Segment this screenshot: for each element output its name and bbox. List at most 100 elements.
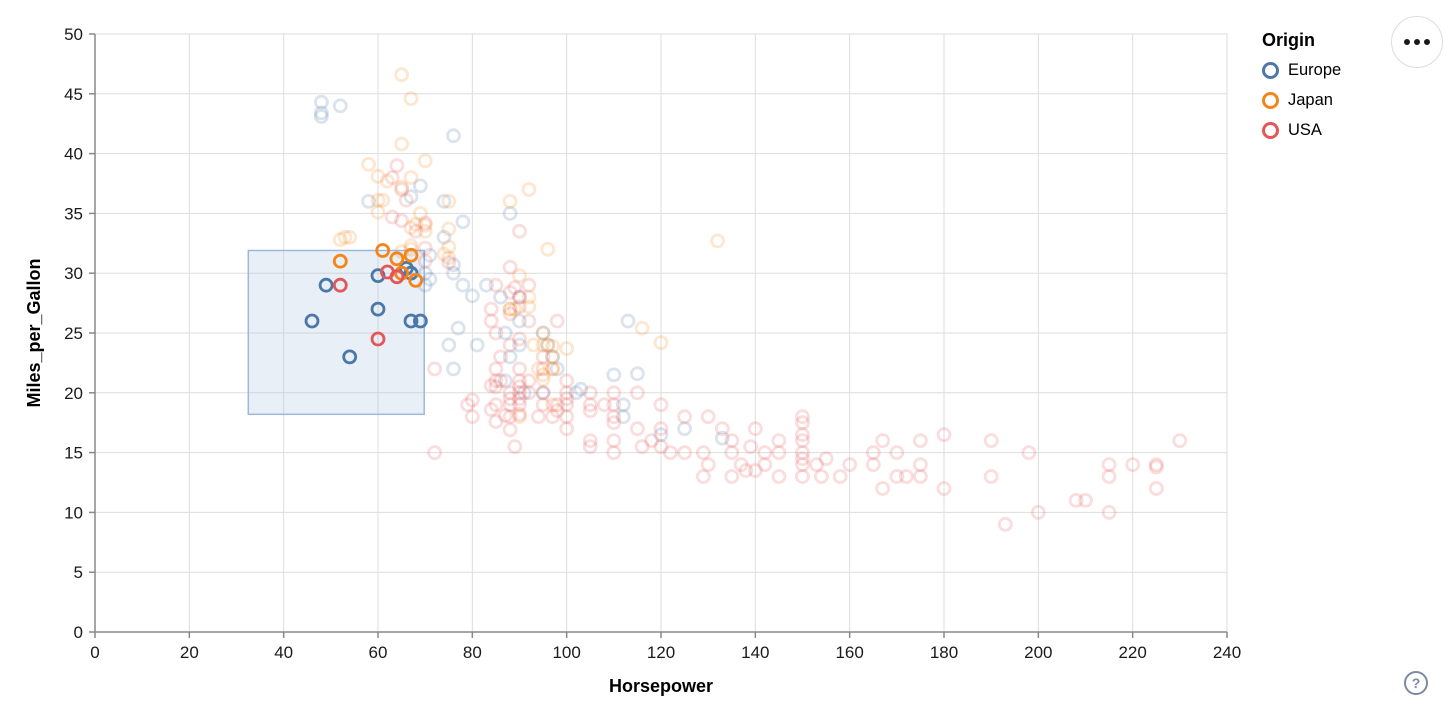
- legend-ring-icon: [1262, 122, 1279, 139]
- data-point-japan: [540, 241, 556, 257]
- svg-text:5: 5: [74, 563, 83, 582]
- data-point-usa: [724, 469, 740, 484]
- data-point-usa: [394, 182, 410, 197]
- data-point-usa: [507, 280, 523, 296]
- data-point-usa: [795, 451, 810, 467]
- data-point-usa: [757, 457, 773, 473]
- data-point-europe: [606, 367, 622, 383]
- data-point-usa: [582, 403, 598, 419]
- data-point-europe: [535, 325, 551, 341]
- svg-text:140: 140: [741, 643, 769, 662]
- data-point-europe: [493, 289, 509, 305]
- data-point-usa: [832, 469, 848, 484]
- selected-data-point-usa: [332, 277, 348, 293]
- data-point-usa: [512, 397, 527, 413]
- data-point-usa: [606, 385, 622, 401]
- ellipsis-icon: [1404, 39, 1430, 45]
- data-point-usa: [644, 433, 659, 449]
- question-mark-icon: ?: [1411, 675, 1421, 691]
- data-point-usa: [559, 385, 575, 401]
- data-point-japan: [403, 91, 419, 106]
- chart-actions-menu-button[interactable]: [1391, 16, 1443, 68]
- data-point-usa: [747, 421, 763, 437]
- data-point-usa: [724, 433, 740, 449]
- data-point-europe: [313, 105, 329, 121]
- data-point-japan: [441, 239, 457, 255]
- data-point-japan: [403, 238, 419, 254]
- data-point-europe: [422, 271, 438, 287]
- data-point-japan: [342, 229, 358, 245]
- data-point-japan: [403, 241, 419, 257]
- data-point-usa: [549, 397, 565, 413]
- data-point-europe: [516, 385, 532, 401]
- data-point-japan: [535, 367, 551, 383]
- data-point-usa: [1021, 445, 1037, 461]
- data-point-europe: [403, 189, 419, 205]
- data-point-europe: [677, 421, 692, 437]
- data-point-usa: [464, 409, 480, 425]
- data-point-usa: [488, 379, 504, 395]
- data-point-usa: [913, 433, 928, 449]
- data-point-japan: [531, 361, 546, 377]
- help-button[interactable]: ?: [1404, 671, 1428, 695]
- data-point-usa: [427, 445, 443, 461]
- data-point-usa: [842, 457, 858, 473]
- data-point-japan: [417, 217, 433, 233]
- data-point-europe: [412, 178, 428, 194]
- data-point-usa: [747, 463, 763, 478]
- data-point-usa: [417, 215, 433, 231]
- data-point-usa: [512, 373, 527, 389]
- data-point-usa: [1078, 492, 1093, 508]
- data-point-usa: [606, 415, 622, 431]
- legend-label: Europe: [1288, 61, 1342, 79]
- data-point-usa: [488, 361, 504, 377]
- data-point-usa: [757, 445, 773, 461]
- brush-selection-rect[interactable]: [247, 249, 425, 416]
- data-point-usa: [502, 259, 518, 275]
- data-point-usa: [512, 289, 527, 305]
- data-point-japan: [559, 341, 575, 356]
- data-point-japan: [394, 136, 410, 152]
- data-point-usa: [809, 457, 824, 473]
- data-point-usa: [898, 469, 914, 484]
- data-point-usa: [559, 373, 575, 389]
- selected-data-point-japan: [375, 243, 391, 258]
- data-point-usa: [559, 397, 575, 413]
- svg-text:0: 0: [90, 643, 99, 662]
- data-point-usa: [677, 445, 692, 461]
- data-point-usa: [913, 469, 928, 484]
- data-point-usa: [1101, 505, 1117, 520]
- data-point-usa: [441, 254, 457, 270]
- data-point-europe: [313, 94, 329, 110]
- data-point-usa: [549, 313, 565, 329]
- data-point-usa: [582, 433, 598, 449]
- y-axis: 0 5 10 15 20 25 30 35 40 45 50 Miles_per_Gallon: [24, 25, 96, 642]
- data-point-usa: [738, 463, 754, 478]
- data-point-usa: [582, 397, 598, 413]
- selected-data-point-europe: [412, 313, 428, 329]
- data-point-usa: [483, 402, 499, 417]
- y-axis-title: Miles_per_Gallon: [24, 258, 44, 407]
- data-point-usa: [483, 313, 499, 329]
- data-point-japan: [332, 232, 348, 248]
- svg-text:200: 200: [1024, 643, 1052, 662]
- data-point-usa: [653, 421, 669, 437]
- data-point-europe: [436, 229, 452, 245]
- svg-text:40: 40: [64, 145, 83, 164]
- selected-data-point-japan: [389, 251, 405, 267]
- data-point-usa: [483, 378, 499, 394]
- svg-text:60: 60: [369, 643, 388, 662]
- data-point-europe: [545, 349, 560, 365]
- data-point-japan: [403, 170, 419, 185]
- data-point-japan: [412, 205, 428, 221]
- data-point-usa: [700, 409, 716, 425]
- data-point-usa: [502, 409, 518, 425]
- data-point-japan: [540, 337, 556, 353]
- data-point-europe: [446, 265, 461, 281]
- data-point-usa: [634, 439, 650, 455]
- selected-data-point-japan: [332, 253, 348, 269]
- data-point-japan: [535, 325, 551, 341]
- data-point-usa: [427, 361, 443, 377]
- data-point-usa: [483, 301, 499, 317]
